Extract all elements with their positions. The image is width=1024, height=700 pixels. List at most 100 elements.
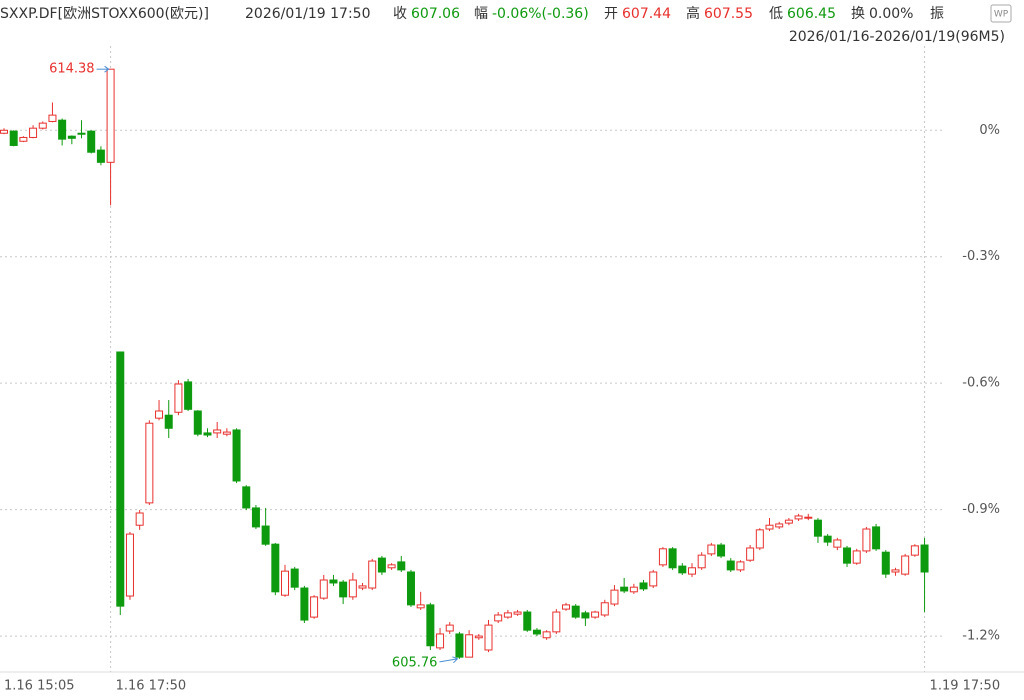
candle-body <box>658 548 667 566</box>
marker-arrow <box>104 65 110 73</box>
candle-body <box>19 136 28 142</box>
badge-box[interactable] <box>990 4 1012 23</box>
candle-body <box>377 557 386 573</box>
candle-body <box>910 545 919 556</box>
candle-body <box>852 550 861 564</box>
candle-body <box>687 567 696 575</box>
candle-body <box>387 564 396 569</box>
candle-body <box>765 524 774 530</box>
x-tick-label: 1.19 17:50 <box>930 679 1001 694</box>
candle-body <box>804 516 813 519</box>
candle-body <box>833 539 842 548</box>
candle-body <box>29 127 38 138</box>
candle-body <box>193 410 202 435</box>
candle-body <box>474 635 483 639</box>
candle-body <box>300 587 309 621</box>
candle-body <box>920 544 929 573</box>
candle-body <box>562 604 571 610</box>
candle-body <box>96 149 105 163</box>
candle-body <box>901 555 910 575</box>
candle-body <box>290 568 299 588</box>
candle-body <box>697 554 706 569</box>
value: 606.45 <box>787 6 836 22</box>
candle-body <box>707 544 716 555</box>
candle-body <box>232 429 241 482</box>
candle-body <box>319 579 328 599</box>
candle-body <box>58 119 67 140</box>
candle-body <box>348 579 357 598</box>
marker-arrow <box>452 656 459 664</box>
candle-body <box>339 581 348 598</box>
label: 幅 <box>474 6 488 22</box>
candle-body <box>610 589 619 605</box>
candle-body <box>591 611 600 618</box>
candle-body <box>164 414 173 429</box>
candle-body <box>484 624 493 651</box>
candle-body <box>125 533 134 597</box>
value: 607.06 <box>411 6 460 22</box>
candle-body <box>0 129 8 134</box>
candle-body <box>77 132 86 135</box>
candle-body <box>281 570 290 596</box>
candle-body <box>251 507 260 528</box>
candle-body <box>38 122 47 129</box>
candle-body <box>106 68 115 163</box>
marker-line <box>439 658 458 663</box>
label: 开 <box>604 6 618 22</box>
min-label: 605.76 <box>392 655 438 670</box>
label: 高 <box>686 5 700 22</box>
candle-body <box>726 560 735 571</box>
x-tick-label: 1.16 17:50 <box>116 679 187 694</box>
candle-body <box>135 512 144 526</box>
candle-body <box>48 114 57 122</box>
candle-body <box>145 422 154 504</box>
candle-body <box>87 130 96 153</box>
x-tick-label: 1.16 15:05 <box>4 679 75 694</box>
candle-body <box>532 629 541 635</box>
candle-body <box>406 571 415 606</box>
candle-body <box>872 526 881 550</box>
candle-body <box>455 633 464 658</box>
candle-body <box>678 565 687 574</box>
y-tick-label: 0% <box>979 123 1000 138</box>
value: 607.55 <box>704 6 753 22</box>
candle-body <box>426 604 435 647</box>
candle-body <box>174 383 183 413</box>
candle-body <box>523 611 532 631</box>
candle-body <box>552 611 561 633</box>
badge[interactable]: WP <box>994 10 1009 20</box>
y-tick-label: -0.9% <box>962 502 1000 517</box>
value: -0.06%(-0.36) <box>492 6 589 22</box>
candle-body <box>329 579 338 584</box>
candle-body <box>368 560 377 589</box>
candle-body <box>271 543 280 593</box>
candle-body <box>571 605 580 618</box>
candle-body <box>203 432 212 436</box>
candle-body <box>9 130 18 146</box>
candle-body <box>649 571 658 587</box>
candle-body <box>668 548 677 569</box>
value: 607.44 <box>622 6 671 22</box>
candle-body <box>600 602 609 616</box>
candle-body <box>155 410 164 419</box>
candle-body <box>581 612 590 619</box>
candle-body <box>794 515 803 520</box>
candle-body <box>436 633 445 649</box>
candle-body <box>513 611 522 615</box>
candle-body <box>620 586 629 592</box>
candle-body <box>784 519 793 524</box>
candle-body <box>67 135 76 139</box>
candle-body <box>358 585 367 589</box>
candle-body <box>717 544 726 557</box>
candle-body <box>465 634 474 658</box>
candle-body <box>736 561 745 571</box>
candle-body <box>823 535 832 543</box>
candle-body <box>397 561 406 571</box>
candle-body <box>184 381 193 410</box>
y-tick-label: -1.2% <box>962 629 1000 644</box>
candle-body <box>494 614 503 622</box>
candle-body <box>242 486 251 509</box>
candle-body <box>542 631 551 639</box>
